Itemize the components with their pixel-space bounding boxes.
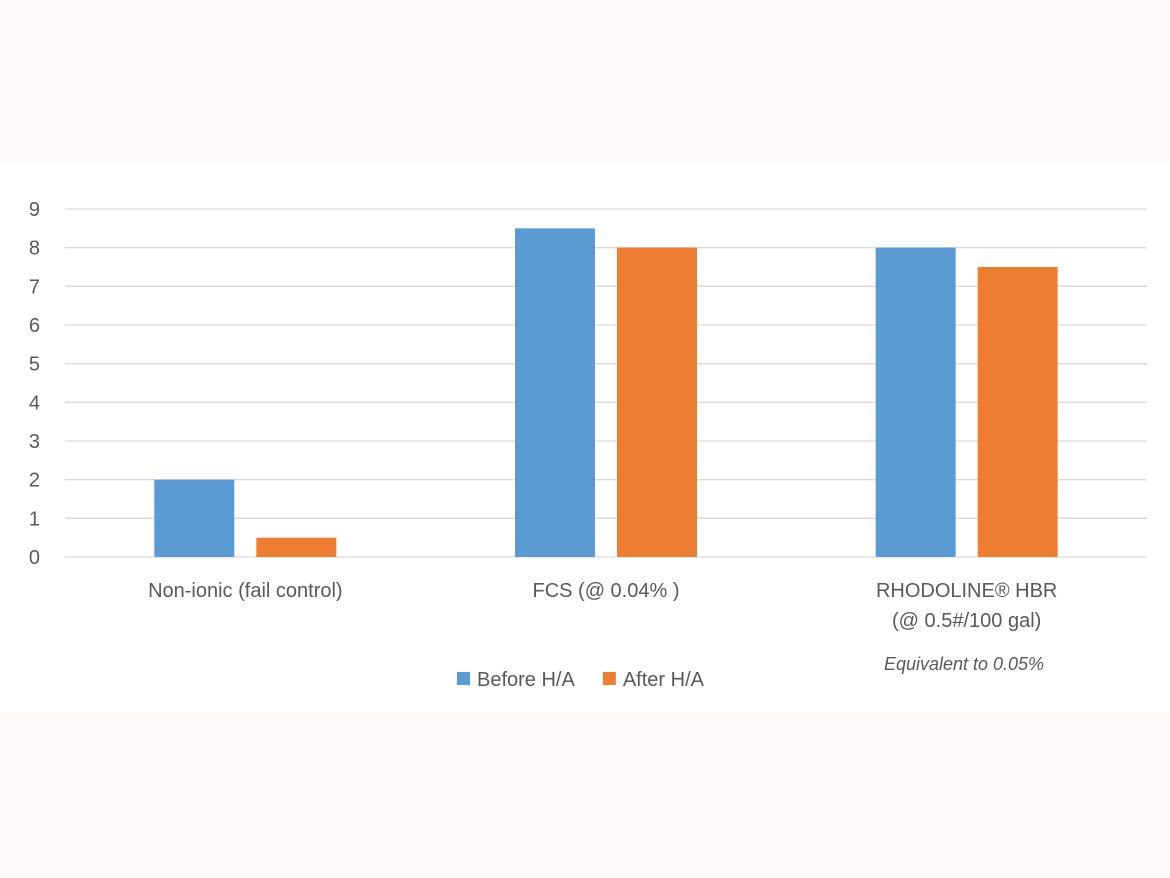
annotation: Equivalent to 0.05% <box>884 654 1044 674</box>
x-tick-label: FCS (@ 0.04% ) <box>532 580 679 602</box>
y-tick-label: 5 <box>29 354 40 376</box>
y-tick-label: 8 <box>29 238 40 260</box>
legend-swatch <box>457 672 470 685</box>
bar-after-h-a-1 <box>617 247 697 557</box>
x-tick-label: Non-ionic (fail control) <box>148 580 343 602</box>
y-tick-label: 3 <box>29 431 40 453</box>
y-tick-label: 2 <box>29 470 40 492</box>
legend-swatch <box>602 672 616 685</box>
y-tick-label: 0 <box>29 547 40 569</box>
bar-before-h-a-0 <box>154 479 235 557</box>
x-tick-label: (@ 0.5#/100 gal) <box>892 610 1041 632</box>
y-tick-label: 6 <box>29 315 40 337</box>
bar-after-h-a-0 <box>256 537 337 557</box>
legend-label: Before H/A <box>477 669 575 691</box>
bar-before-h-a-1 <box>515 228 595 558</box>
y-tick-label: 7 <box>29 276 40 298</box>
legend-label: After H/A <box>623 669 705 691</box>
y-tick-label: 4 <box>29 392 40 414</box>
y-tick-label: 1 <box>29 508 40 530</box>
x-tick-label: RHODOLINE® HBR <box>876 580 1057 602</box>
y-tick-label: 9 <box>29 199 40 221</box>
bar-after-h-a-2 <box>977 267 1058 557</box>
bar-before-h-a-2 <box>875 247 956 557</box>
